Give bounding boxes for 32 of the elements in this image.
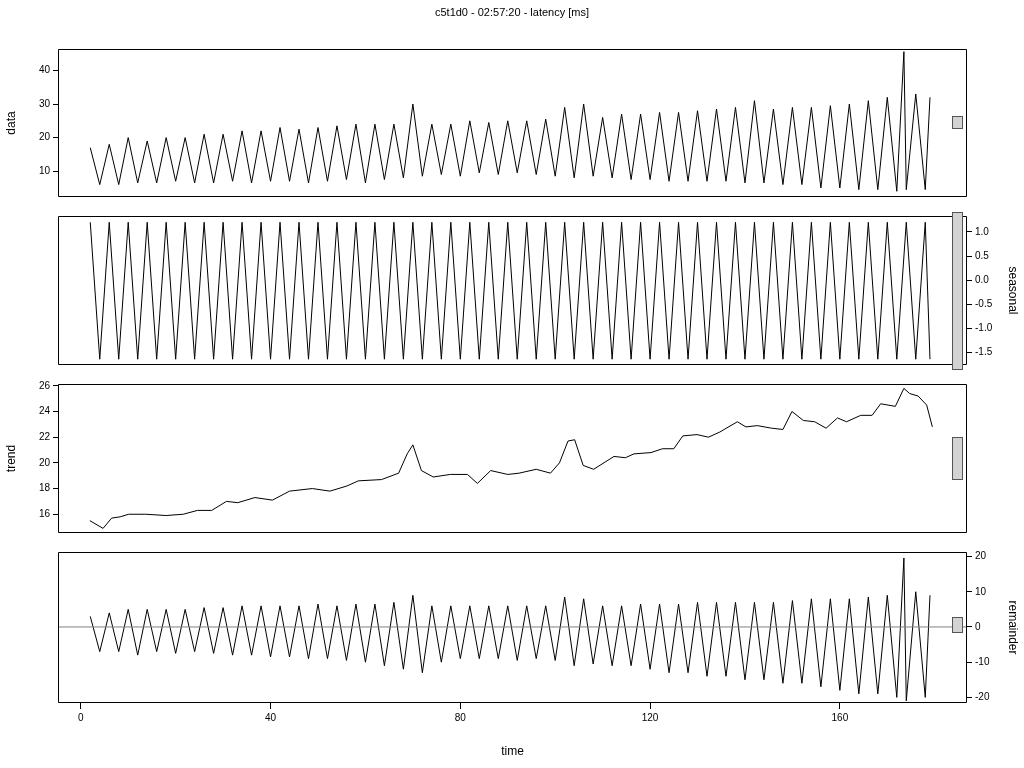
chart-title: c5t1d0 - 02:57:20 - latency [ms] — [433, 6, 591, 18]
y-tick-label: 20 — [38, 456, 51, 468]
y-tick-label: 30 — [38, 97, 51, 109]
x-tick-label: 80 — [454, 711, 467, 723]
y-axis-title: remainder — [1006, 600, 1021, 655]
y-tick-label: 0.5 — [975, 249, 990, 261]
y-tick-label: -1.0 — [975, 322, 993, 334]
x-tick-label: 0 — [77, 711, 84, 723]
y-tick-label: 0.0 — [975, 273, 990, 285]
y-tick-label: 16 — [38, 508, 51, 519]
y-tick-label: 24 — [38, 405, 51, 417]
y-tick-label: 10 — [975, 585, 987, 597]
y-tick-label: 20 — [38, 131, 51, 143]
y-tick-label: 1.0 — [975, 225, 990, 237]
y-tick-label: 10 — [38, 164, 51, 176]
x-tick-label: 120 — [641, 711, 659, 723]
y-tick-label: 0 — [975, 620, 981, 632]
y-tick-label: 26 — [38, 379, 51, 391]
y-tick-label: -0.5 — [975, 297, 993, 309]
y-tick-label: -1.5 — [975, 346, 993, 358]
y-tick-label: 40 — [38, 64, 51, 76]
y-tick-label: 20 — [975, 550, 987, 562]
x-tick-label: 40 — [264, 711, 277, 723]
y-tick-label: 22 — [38, 430, 51, 442]
x-axis-title: time — [501, 744, 525, 759]
y-axis-title: trend — [3, 444, 18, 473]
y-tick-label: -20 — [975, 691, 990, 703]
y-axis-title: data — [3, 111, 18, 135]
x-tick-label: 160 — [831, 711, 849, 723]
y-tick-label: -10 — [975, 655, 990, 667]
y-tick-label: 18 — [38, 482, 51, 494]
y-axis-title: seasonal — [1006, 266, 1021, 315]
